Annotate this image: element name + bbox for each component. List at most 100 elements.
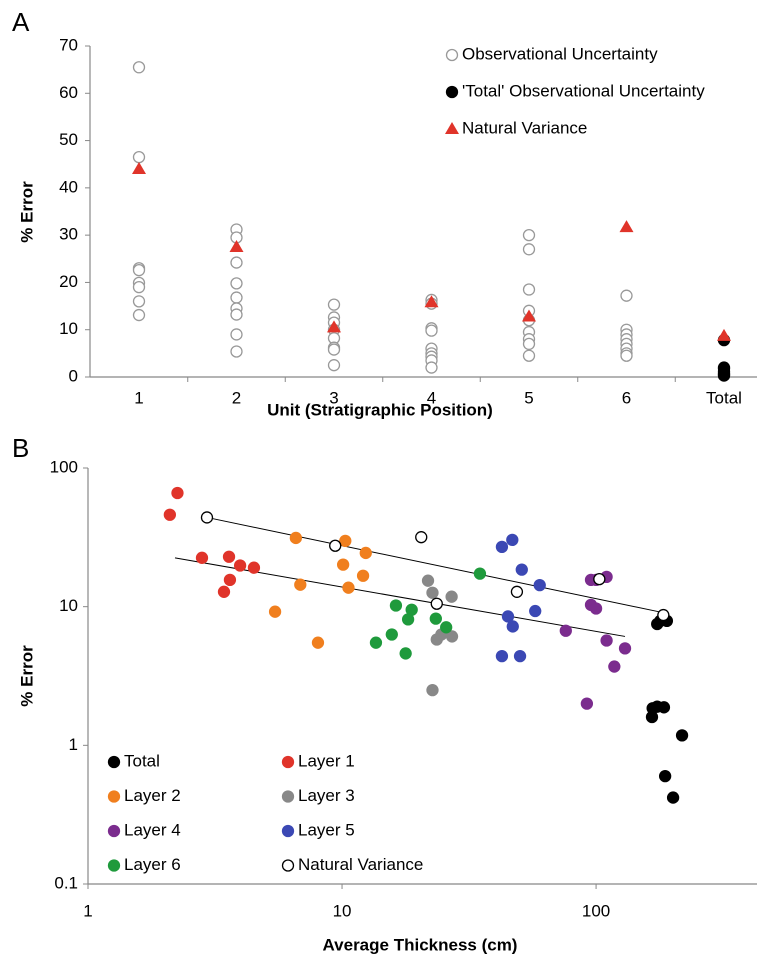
point bbox=[359, 546, 372, 560]
legend-marker bbox=[107, 790, 121, 803]
point bbox=[132, 61, 146, 74]
point bbox=[369, 636, 383, 649]
x-axis-label: Average Thickness (cm) bbox=[323, 935, 518, 954]
y-tick-label: 100 bbox=[50, 457, 78, 476]
point bbox=[675, 729, 689, 742]
point bbox=[424, 295, 439, 308]
x-tick-label: 10 bbox=[333, 901, 352, 920]
panel-label: A bbox=[12, 7, 30, 37]
point bbox=[506, 620, 519, 633]
legend-label: Layer 4 bbox=[124, 820, 181, 839]
point bbox=[522, 283, 536, 296]
point bbox=[230, 328, 243, 341]
point bbox=[289, 531, 303, 545]
x-axis-label: Unit (Stratigraphic Position) bbox=[267, 400, 493, 419]
point bbox=[529, 604, 542, 618]
point bbox=[522, 309, 536, 322]
point bbox=[217, 585, 231, 598]
point bbox=[294, 578, 307, 591]
y-tick-label: 60 bbox=[59, 83, 78, 102]
point bbox=[510, 585, 524, 598]
point bbox=[495, 540, 509, 554]
point bbox=[230, 277, 243, 290]
x-tick-label: 100 bbox=[582, 901, 610, 920]
point bbox=[132, 308, 146, 322]
point bbox=[311, 636, 325, 649]
point bbox=[327, 359, 341, 372]
point bbox=[426, 684, 439, 697]
point bbox=[229, 239, 244, 252]
point bbox=[515, 563, 528, 576]
point bbox=[132, 295, 146, 308]
y-tick-label: 10 bbox=[59, 319, 78, 338]
point bbox=[522, 349, 536, 362]
legend-marker bbox=[445, 122, 459, 134]
point bbox=[233, 559, 247, 572]
legend-marker bbox=[107, 859, 121, 872]
point bbox=[222, 550, 236, 563]
point bbox=[163, 508, 177, 521]
point bbox=[445, 630, 459, 643]
x-tick-label: 6 bbox=[622, 388, 631, 407]
point bbox=[399, 647, 412, 660]
point bbox=[230, 308, 243, 321]
point bbox=[580, 697, 594, 710]
legend-marker bbox=[107, 755, 121, 769]
point bbox=[473, 567, 487, 580]
point bbox=[230, 256, 243, 269]
y-axis-label: % Error bbox=[17, 645, 36, 707]
point bbox=[501, 610, 515, 623]
point bbox=[230, 345, 243, 358]
point bbox=[646, 702, 659, 715]
y-tick-label: 70 bbox=[59, 35, 78, 54]
legend-marker bbox=[445, 48, 459, 62]
x-tick-label: 5 bbox=[524, 388, 533, 407]
panel-label: B bbox=[12, 433, 29, 463]
point bbox=[195, 551, 209, 564]
y-tick-label: 10 bbox=[59, 596, 78, 615]
y-tick-label: 1 bbox=[69, 735, 78, 754]
point bbox=[608, 660, 621, 673]
point bbox=[132, 150, 146, 164]
point bbox=[425, 361, 438, 374]
point bbox=[533, 578, 546, 592]
point bbox=[440, 621, 453, 634]
point bbox=[445, 590, 458, 603]
point bbox=[600, 634, 613, 647]
point bbox=[339, 534, 352, 548]
y-tick-label: 0.1 bbox=[54, 873, 78, 892]
point bbox=[589, 602, 603, 615]
y-tick-label: 40 bbox=[59, 177, 78, 196]
point bbox=[415, 531, 428, 544]
point bbox=[559, 624, 572, 637]
point bbox=[522, 243, 536, 256]
point bbox=[200, 511, 214, 524]
point bbox=[425, 324, 438, 337]
legend-marker bbox=[281, 859, 295, 872]
point bbox=[430, 597, 443, 610]
point bbox=[421, 574, 435, 587]
point bbox=[389, 599, 403, 612]
point bbox=[336, 558, 350, 571]
x-tick-label: Total bbox=[706, 388, 742, 407]
point bbox=[429, 612, 442, 625]
legend-label: Layer 5 bbox=[298, 820, 355, 839]
legend-label: Layer 3 bbox=[298, 786, 355, 805]
point bbox=[522, 228, 536, 242]
legend-label: Layer 6 bbox=[124, 855, 181, 874]
point bbox=[171, 486, 184, 500]
point bbox=[717, 369, 731, 382]
legend-marker bbox=[107, 824, 121, 838]
y-tick-label: 30 bbox=[59, 225, 78, 244]
point bbox=[132, 263, 146, 277]
y-tick-label: 50 bbox=[59, 130, 78, 149]
x-tick-label: 2 bbox=[232, 388, 241, 407]
point bbox=[513, 649, 527, 663]
point bbox=[327, 320, 341, 333]
point bbox=[657, 701, 671, 714]
point bbox=[593, 572, 606, 586]
legend-marker bbox=[281, 755, 295, 769]
point bbox=[620, 289, 633, 302]
point bbox=[618, 642, 632, 655]
legend-label: Natural Variance bbox=[462, 118, 587, 137]
